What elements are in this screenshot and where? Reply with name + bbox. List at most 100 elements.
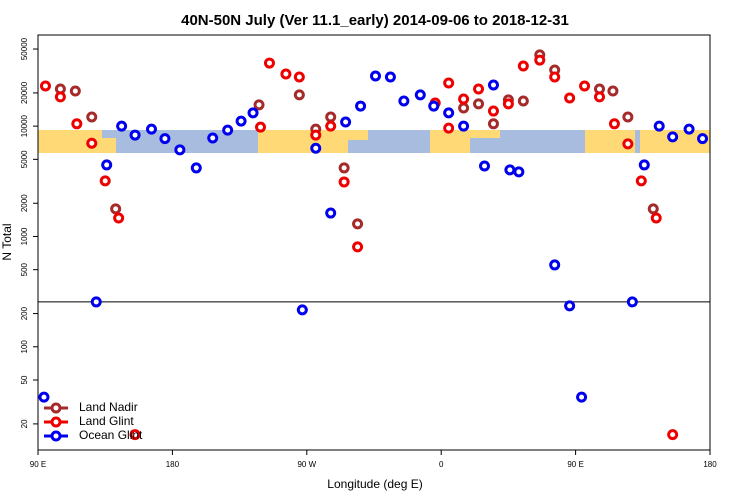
point [325, 111, 337, 123]
point [340, 116, 352, 128]
x-tick-label: 180 [703, 460, 717, 469]
point [38, 391, 50, 403]
legend-swatch-marker [50, 430, 62, 442]
map-land [258, 130, 348, 153]
y-tick-label: 500 [20, 262, 29, 276]
map-land [430, 130, 470, 153]
point [564, 92, 576, 104]
point [255, 121, 267, 133]
point [487, 118, 499, 130]
point [479, 160, 491, 172]
y-axis-label: N Total [0, 223, 14, 260]
point [487, 105, 499, 117]
point [650, 212, 662, 224]
point [384, 71, 396, 83]
y-tick-label: 100 [20, 340, 29, 354]
y-tick-label: 200 [20, 306, 29, 320]
point [549, 259, 561, 271]
point [622, 111, 634, 123]
point [174, 144, 186, 156]
legend-swatch-marker [50, 416, 62, 428]
point [145, 123, 157, 135]
y-tick-label: 20000 [20, 81, 29, 104]
point [293, 71, 305, 83]
point [247, 107, 259, 119]
legend-label: Land Glint [79, 414, 134, 428]
point [638, 159, 650, 171]
point [683, 123, 695, 135]
point [54, 91, 66, 103]
point [222, 124, 234, 136]
point [263, 57, 275, 69]
chart-title: 40N-50N July (Ver 11.1_early) 2014-09-06… [181, 12, 569, 29]
legend-label: Ocean Glint [79, 428, 143, 442]
point [190, 162, 202, 174]
point [129, 129, 141, 141]
point [458, 102, 470, 114]
point [549, 71, 561, 83]
y-tick-label: 10000 [20, 114, 29, 137]
point [534, 54, 546, 66]
point [352, 241, 364, 253]
point [86, 137, 98, 149]
point [667, 131, 679, 143]
point [293, 89, 305, 101]
point [310, 129, 322, 141]
point [39, 80, 51, 92]
point [90, 296, 102, 308]
point [697, 133, 709, 145]
point [338, 176, 350, 188]
point [564, 300, 576, 312]
y-tick-label: 5000 [20, 150, 29, 168]
map-band [38, 130, 710, 153]
point [653, 120, 665, 132]
x-tick-label: 180 [166, 460, 180, 469]
y-tick-label: 2000 [20, 194, 29, 212]
map-land [348, 130, 368, 140]
point [458, 93, 470, 105]
point [129, 429, 141, 441]
x-axis-label: Longitude (deg E) [327, 477, 422, 491]
point [355, 100, 367, 112]
map-land [585, 130, 635, 153]
point [517, 60, 529, 72]
point [622, 138, 634, 150]
x-tick-label: 90 E [567, 460, 583, 469]
point [207, 132, 219, 144]
y-tick-label: 1000 [20, 227, 29, 245]
point [310, 142, 322, 154]
point [513, 166, 525, 178]
point [576, 391, 588, 403]
point [86, 111, 98, 123]
point [352, 218, 364, 230]
point [667, 429, 679, 441]
point [69, 85, 81, 97]
point [608, 118, 620, 130]
x-tick-label: 90 W [297, 460, 316, 469]
legend-label: Land Nadir [79, 400, 138, 414]
map-land [102, 138, 116, 153]
point [280, 68, 292, 80]
point [369, 70, 381, 82]
point [647, 203, 659, 215]
plot-frame [37, 34, 711, 451]
point [101, 159, 113, 171]
map-ocean [38, 130, 710, 153]
point [71, 118, 83, 130]
point [110, 203, 122, 215]
legend-swatch-marker [50, 402, 62, 414]
point [443, 77, 455, 89]
point [487, 79, 499, 91]
point [325, 120, 337, 132]
point [253, 99, 265, 111]
point [458, 120, 470, 132]
point [443, 122, 455, 134]
point [593, 91, 605, 103]
map-land [38, 130, 102, 153]
point [502, 98, 514, 110]
point [296, 304, 308, 316]
y-tick-label: 20 [20, 419, 29, 428]
point [338, 162, 350, 174]
point [159, 133, 171, 145]
